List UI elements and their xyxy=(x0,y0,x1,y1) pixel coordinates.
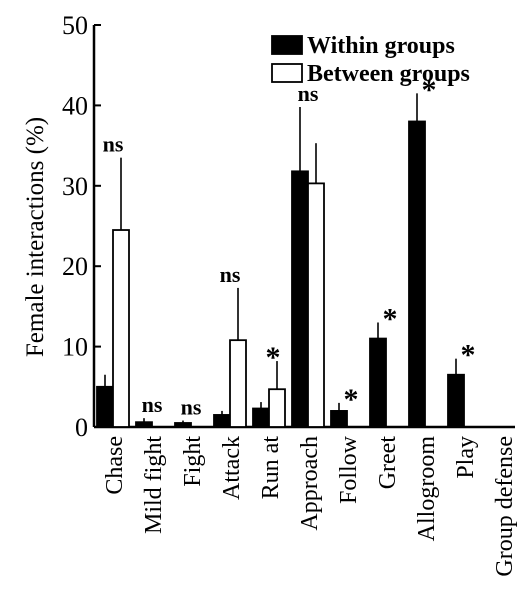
bar-between-groups-run-at xyxy=(268,388,286,428)
bar-between-groups-approach xyxy=(307,182,325,428)
bar-within-groups-approach xyxy=(291,170,309,428)
legend-swatch-between-groups xyxy=(271,63,303,83)
legend-label-between-groups: Between groups xyxy=(307,61,470,87)
bar-within-groups-chase xyxy=(96,385,114,428)
annotation-approach: ns xyxy=(298,81,319,106)
legend-label-within-groups: Within groups xyxy=(307,33,455,59)
bar-within-groups-fight xyxy=(174,422,192,428)
legend-swatch-within-groups xyxy=(271,35,303,55)
axes: 0 10 20 30 40 50 xyxy=(62,11,515,442)
bar-between-groups-attack xyxy=(229,339,247,428)
y-axis-label: Female interactions (%) xyxy=(22,117,49,357)
category-label-run-at: Run at xyxy=(258,436,284,500)
category-label-chase: Chase xyxy=(102,436,128,495)
annotation-mild-fight: ns xyxy=(142,392,163,417)
bar-within-groups-play xyxy=(447,373,465,428)
bar-within-groups-run-at xyxy=(252,407,270,428)
annotation-follow: * xyxy=(344,383,359,416)
bar-within-groups-greet xyxy=(369,337,387,428)
annotation-greet: * xyxy=(383,302,398,335)
y-tick-label: 30 xyxy=(62,172,88,201)
y-tick-label: 20 xyxy=(62,252,88,281)
category-label-attack: Attack xyxy=(219,436,245,500)
category-label-greet: Greet xyxy=(375,436,401,490)
category-label-mild-fight: Mild fight xyxy=(141,436,167,534)
annotation-play: * xyxy=(461,339,476,372)
category-label-fight: Fight xyxy=(180,436,206,487)
bar-between-groups-chase xyxy=(112,229,130,428)
bar-within-groups-allogroom xyxy=(408,120,426,428)
y-tick-label: 50 xyxy=(62,11,88,40)
bar-within-groups-attack xyxy=(213,414,231,428)
annotation-allogroom: * xyxy=(422,73,437,106)
category-label-group-defense: Group defense xyxy=(492,436,518,577)
category-label-play: Play xyxy=(453,436,479,479)
annotation-run-at: * xyxy=(266,341,281,374)
annotation-fight: ns xyxy=(181,395,202,420)
category-label-allogroom: Allogroom xyxy=(414,436,440,542)
y-tick-label: 40 xyxy=(62,91,88,120)
category-label-follow: Follow xyxy=(336,435,362,504)
category-labels: Chase Mild fight Fight Attack Run at Approach… xyxy=(102,435,518,576)
y-tick-label: 10 xyxy=(62,333,88,362)
annotation-attack: ns xyxy=(220,262,241,287)
y-tick-label: 0 xyxy=(75,413,88,442)
category-label-approach: Approach xyxy=(297,436,323,531)
bar-within-groups-mild-fight xyxy=(135,421,153,428)
bars xyxy=(96,93,465,428)
annotation-chase: ns xyxy=(103,132,124,157)
